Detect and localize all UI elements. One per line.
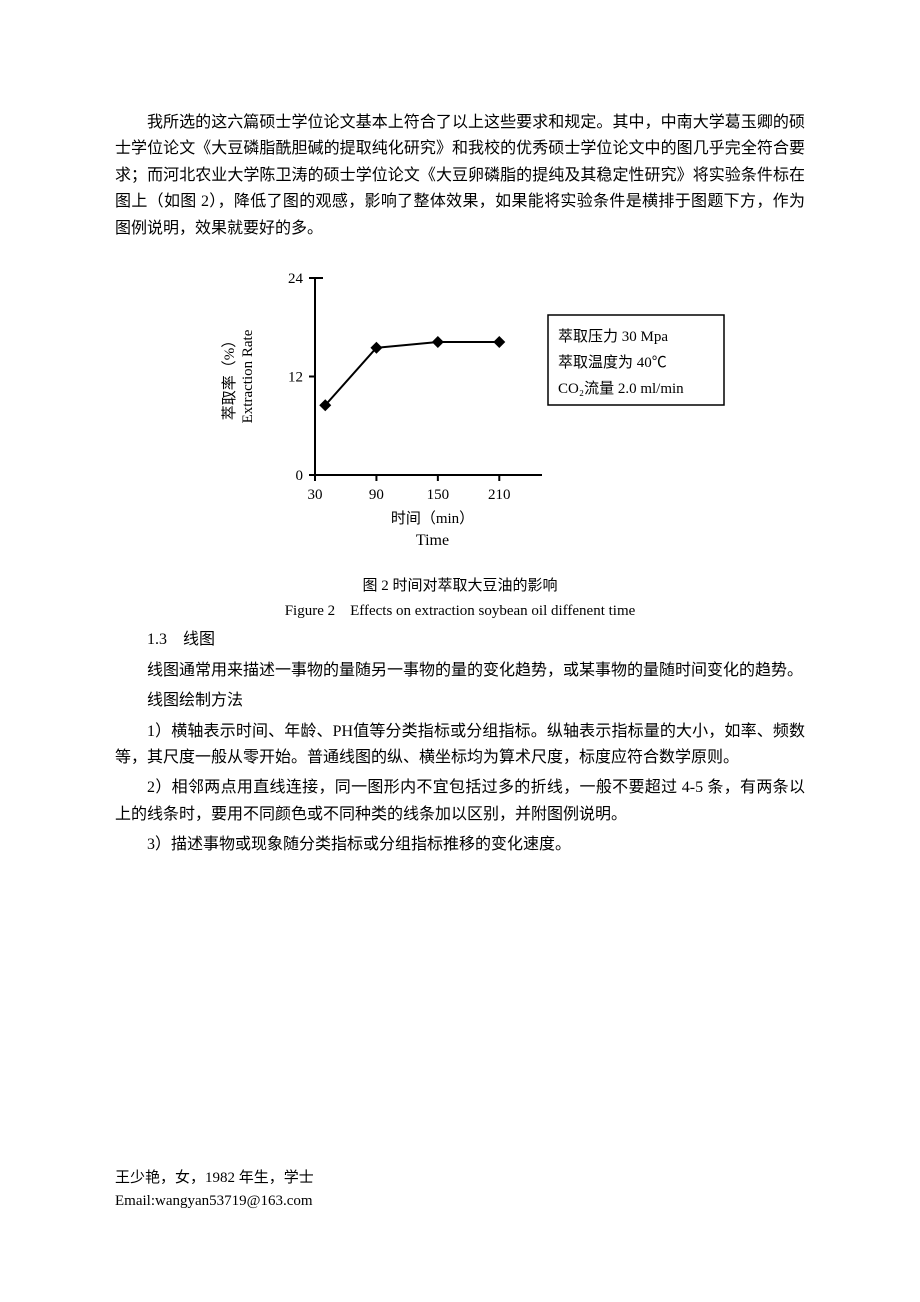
- paragraph-1: 我所选的这六篇硕士学位论文基本上符合了以上这些要求和规定。其中，中南大学葛玉卿的…: [115, 110, 805, 242]
- section-heading: 1.3 线图: [115, 627, 805, 653]
- svg-text:0: 0: [296, 468, 304, 484]
- figure-caption-en: Figure 2 Effects on extraction soybean o…: [115, 599, 805, 624]
- author-email: Email:wangyan53719@163.com: [115, 1190, 314, 1213]
- paragraph-3: 线图绘制方法: [115, 688, 805, 714]
- paragraph-4: 1）横轴表示时间、年龄、PH值等分类指标或分组指标。纵轴表示指标量的大小，如率、…: [115, 719, 805, 772]
- svg-text:30: 30: [308, 487, 323, 503]
- svg-text:时间（min）: 时间（min）: [391, 510, 474, 527]
- paragraph-6: 3）描述事物或现象随分类指标或分组指标推移的变化速度。: [115, 832, 805, 858]
- svg-text:萃取温度为 40℃: 萃取温度为 40℃: [558, 354, 667, 371]
- svg-text:Time: Time: [416, 532, 449, 549]
- svg-text:萃取压力 30 Mpa: 萃取压力 30 Mpa: [558, 328, 668, 345]
- svg-text:24: 24: [288, 271, 304, 287]
- figure-caption-cn: 图 2 时间对萃取大豆油的影响: [115, 574, 805, 599]
- svg-text:90: 90: [369, 487, 384, 503]
- svg-text:150: 150: [427, 487, 450, 503]
- svg-text:萃取率（%）: 萃取率（%）: [221, 333, 238, 421]
- svg-text:12: 12: [288, 369, 303, 385]
- svg-text:Extraction Rate: Extraction Rate: [240, 329, 256, 423]
- paragraph-2: 线图通常用来描述一事物的量随另一事物的量的变化趋势，或某事物的量随时间变化的趋势…: [115, 658, 805, 684]
- chart-container: 0 12 24 30 90 150 210 萃取率（%）Extraction Rate 时间（m…: [115, 260, 805, 560]
- author-footer: 王少艳，女，1982 年生，学士 Email:wangyan53719@163.…: [115, 1167, 314, 1212]
- svg-text:210: 210: [488, 487, 511, 503]
- extraction-chart: 0 12 24 30 90 150 210 萃取率（%）Extraction Rate 时间（m…: [190, 260, 730, 560]
- svg-text:CO₂流量 2.0 ml/min: CO₂流量 2.0 ml/min: [558, 380, 684, 397]
- paragraph-5: 2）相邻两点用直线连接，同一图形内不宜包括过多的折线，一般不要超过 4-5 条，…: [115, 775, 805, 828]
- author-info: 王少艳，女，1982 年生，学士: [115, 1167, 314, 1190]
